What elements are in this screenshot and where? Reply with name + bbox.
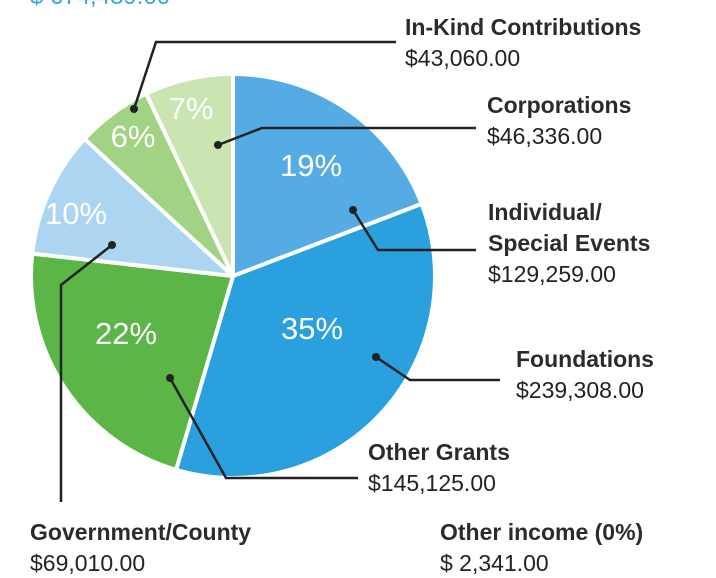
amount: $ 2,341.00 bbox=[440, 550, 549, 576]
leader-line bbox=[59, 244, 113, 502]
category-name: Corporations bbox=[487, 92, 632, 118]
data-label: 22% bbox=[94, 316, 158, 351]
slice-label: Other income (0%) $ 2,341.00 bbox=[440, 517, 643, 578]
category-name: Government/County bbox=[30, 519, 252, 545]
amount: $46,336.00 bbox=[487, 123, 603, 149]
slice-label: Individual/ Special Events $129,259.00 bbox=[488, 197, 650, 290]
leader-dot bbox=[108, 241, 116, 249]
slice-label: Government/County $69,010.00 bbox=[30, 517, 251, 578]
category-name: Individual/ Special Events bbox=[488, 199, 651, 256]
leader-line bbox=[375, 355, 500, 382]
category-name: Foundations bbox=[516, 346, 654, 372]
data-label: 35% bbox=[280, 311, 344, 346]
category-name: Other Grants bbox=[368, 439, 510, 465]
slice-label: Other Grants $145,125.00 bbox=[368, 437, 510, 499]
slice-label: Foundations $239,308.00 bbox=[516, 344, 654, 406]
amount: $239,308.00 bbox=[516, 377, 644, 403]
leader-line bbox=[217, 126, 476, 147]
data-label: 19% bbox=[279, 148, 343, 183]
slice-label: In-Kind Contributions $43,060.00 bbox=[405, 12, 641, 74]
pie-slice bbox=[231, 72, 424, 278]
data-label: 10% bbox=[44, 196, 108, 231]
data-label: 7% bbox=[168, 91, 214, 126]
amount: $145,125.00 bbox=[368, 470, 496, 496]
total: $ 674,439.00 bbox=[30, 0, 170, 11]
pie-slice bbox=[30, 136, 235, 278]
leader-dot bbox=[372, 353, 380, 361]
data-label: 6% bbox=[110, 119, 156, 154]
slice-label: Corporations $46,336.00 bbox=[487, 90, 631, 152]
leader-line bbox=[351, 209, 476, 252]
category-name: In-Kind Contributions bbox=[405, 14, 642, 40]
leader-dot bbox=[214, 141, 222, 149]
leader-line bbox=[132, 40, 396, 110]
category-name: Other income (0%) bbox=[440, 519, 644, 545]
amount: $43,060.00 bbox=[405, 45, 521, 71]
leader-dot bbox=[166, 374, 174, 382]
amount: $129,259.00 bbox=[488, 261, 616, 287]
amount: $69,010.00 bbox=[30, 550, 146, 576]
pie-slice bbox=[29, 251, 235, 472]
leader-line bbox=[168, 377, 358, 480]
leader-dot bbox=[130, 105, 138, 113]
leader-dot bbox=[349, 206, 357, 214]
